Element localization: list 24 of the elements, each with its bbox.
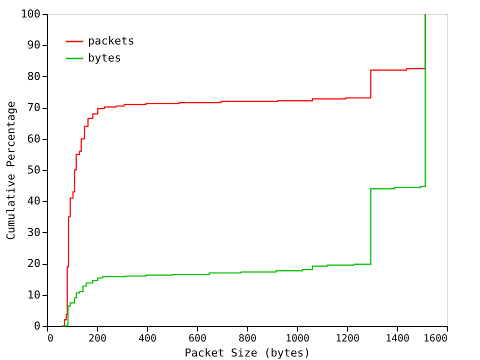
y-tick-label: 70: [27, 101, 40, 114]
x-tick-label: 600: [188, 334, 207, 344]
y-tick-label: 10: [27, 288, 40, 302]
x-tick-label: 1200: [335, 334, 360, 344]
legend-label: packets: [88, 34, 134, 48]
y-tick-label: 20: [27, 257, 40, 270]
y-tick-label: 90: [27, 38, 40, 52]
x-tick-label: 1000: [285, 334, 310, 344]
x-tick-label: 400: [138, 334, 157, 344]
y-tick-label: 100: [20, 8, 40, 20]
y-tick-label: 80: [27, 70, 40, 83]
x-tick-label: 200: [88, 334, 107, 344]
x-axis-title: Packet Size (bytes): [184, 346, 310, 360]
x-tick-label: 1400: [385, 334, 410, 344]
y-tick-label: 40: [27, 194, 40, 208]
y-axis-title: Cumulative Percentage: [4, 100, 18, 240]
x-tick-label: 0: [48, 334, 54, 344]
x-tick-label: 1600: [423, 334, 448, 344]
legend-label: bytes: [88, 52, 122, 64]
y-tick-label: 50: [27, 164, 40, 176]
y-tick-label: 30: [27, 226, 40, 239]
y-tick-label: 0: [34, 320, 40, 332]
x-tick-label: 800: [238, 334, 257, 344]
y-tick-label: 60: [27, 132, 40, 146]
